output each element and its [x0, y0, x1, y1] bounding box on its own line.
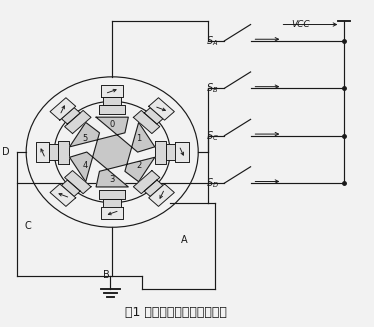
Polygon shape [61, 180, 80, 197]
Polygon shape [65, 111, 91, 133]
Text: 图1 四相步进电机步进示意图: 图1 四相步进电机步进示意图 [125, 306, 227, 319]
Text: 3: 3 [110, 175, 115, 184]
Polygon shape [99, 105, 125, 114]
Polygon shape [103, 199, 121, 207]
Polygon shape [49, 144, 58, 160]
Text: $S_D$: $S_D$ [206, 176, 219, 190]
Text: D: D [2, 147, 9, 157]
Polygon shape [155, 141, 166, 164]
Text: $S_A$: $S_A$ [206, 34, 219, 48]
Text: VCC: VCC [292, 20, 310, 29]
Text: 4: 4 [83, 161, 88, 170]
Text: A: A [181, 235, 188, 246]
Polygon shape [144, 108, 163, 124]
Polygon shape [50, 98, 76, 120]
Text: 5: 5 [83, 134, 88, 143]
Polygon shape [36, 142, 49, 162]
Text: C: C [24, 221, 31, 231]
Polygon shape [149, 98, 174, 120]
Text: 1: 1 [137, 134, 142, 143]
Polygon shape [99, 190, 125, 199]
Polygon shape [134, 111, 160, 133]
Polygon shape [70, 117, 155, 187]
Text: 2: 2 [137, 161, 142, 170]
Text: B: B [103, 270, 110, 280]
Polygon shape [175, 142, 189, 162]
Polygon shape [103, 97, 121, 105]
Polygon shape [58, 141, 69, 164]
Polygon shape [134, 171, 160, 194]
Polygon shape [144, 180, 163, 197]
Polygon shape [101, 207, 123, 219]
Polygon shape [149, 184, 174, 206]
Polygon shape [50, 184, 76, 206]
Polygon shape [61, 108, 80, 124]
Polygon shape [166, 144, 175, 160]
Text: 0: 0 [110, 120, 115, 129]
Polygon shape [101, 85, 123, 97]
Text: $S_B$: $S_B$ [206, 81, 219, 95]
Text: $S_C$: $S_C$ [206, 129, 219, 143]
Polygon shape [65, 171, 91, 194]
